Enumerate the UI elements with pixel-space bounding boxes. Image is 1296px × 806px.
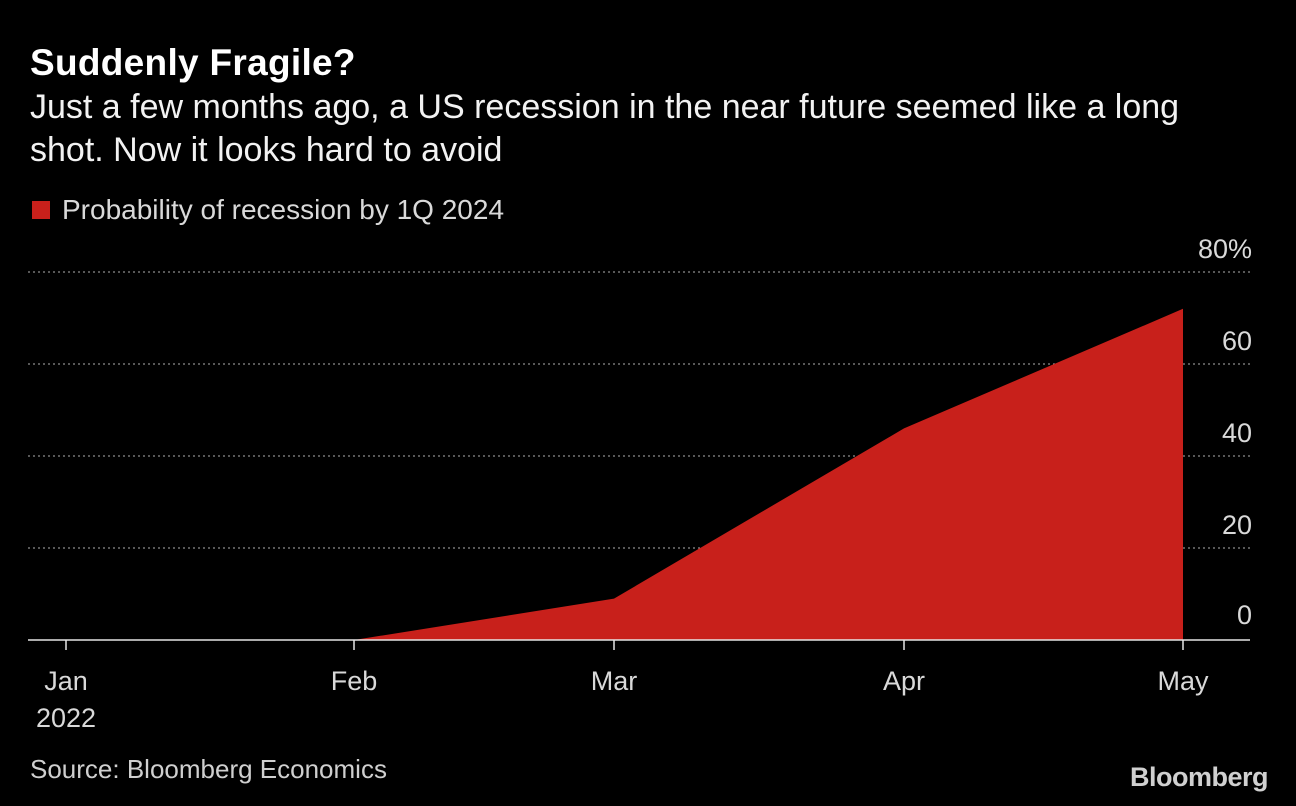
bloomberg-logo: Bloomberg — [1129, 762, 1269, 792]
area-probability-of-recession — [354, 308, 1183, 640]
y-tick-label-20: 20 — [1222, 510, 1252, 540]
legend: Probability of recession by 1Q 2024 — [32, 194, 504, 226]
y-tick-label-60: 60 — [1222, 326, 1252, 356]
chart-title: Suddenly Fragile? — [30, 42, 356, 83]
legend-label: Probability of recession by 1Q 2024 — [62, 194, 505, 225]
x-tick-label-jan: Jan — [44, 666, 88, 696]
series-area — [354, 308, 1183, 640]
y-tick-label-40: 40 — [1222, 418, 1252, 448]
y-axis-tick-labels: 0 20 40 60 80% — [1198, 234, 1252, 630]
x-axis — [28, 639, 1250, 650]
x-axis-tick-labels: Jan Feb Mar Apr May 2022 — [36, 666, 1209, 733]
source-note: Source: Bloomberg Economics — [30, 754, 387, 784]
x-tick-label-apr: Apr — [883, 666, 925, 696]
gridlines — [28, 271, 1250, 549]
y-tick-label-80: 80% — [1198, 234, 1252, 264]
chart-subtitle: Just a few months ago, a US recession in… — [30, 88, 1180, 169]
x-year-label: 2022 — [36, 703, 96, 733]
legend-swatch — [32, 201, 50, 219]
y-tick-label-0: 0 — [1237, 600, 1252, 630]
x-tick-label-may: May — [1157, 666, 1209, 696]
x-tick-label-mar: Mar — [591, 666, 638, 696]
x-tick-label-feb: Feb — [331, 666, 378, 696]
